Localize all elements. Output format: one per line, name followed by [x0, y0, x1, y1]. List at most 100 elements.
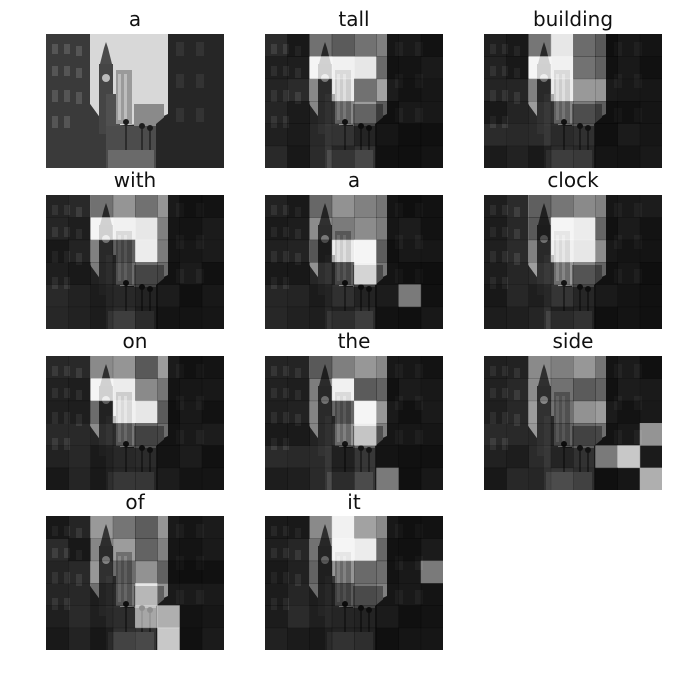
attention-cell [287, 583, 310, 606]
panel-title: on [122, 329, 148, 353]
attention-cell [573, 145, 596, 168]
attention-cell [354, 34, 377, 57]
attention-cell [309, 239, 333, 263]
attention-cell [331, 262, 355, 285]
attention-cell [112, 516, 136, 539]
attention-cell [354, 445, 377, 469]
attention-cell [331, 78, 355, 102]
attention-cell [265, 195, 288, 218]
attention-cell [484, 423, 507, 446]
attention-cell [639, 400, 662, 424]
attention-cell [354, 239, 377, 263]
attention-image [484, 34, 662, 168]
attention-cell [68, 467, 91, 490]
attention-cell [46, 195, 69, 218]
attention-cell [201, 627, 224, 650]
attention-cell [420, 145, 443, 168]
attention-cell [331, 56, 355, 80]
attention-image [265, 516, 443, 650]
attention-cell [617, 445, 641, 469]
attention-cell [420, 538, 443, 562]
attention-cell [528, 78, 552, 102]
attention-cell [550, 217, 574, 241]
attention-cell [179, 378, 203, 402]
attention-cell [331, 284, 355, 308]
attention-cell [309, 605, 333, 629]
attention-cell [550, 195, 574, 218]
attention-cell [68, 538, 91, 562]
attention-cell [157, 516, 180, 539]
attention-cell [68, 239, 91, 263]
attention-cell [550, 400, 574, 424]
attention-cell [135, 239, 158, 263]
attention-cell [354, 217, 377, 241]
attention-cell [398, 627, 422, 650]
attention-cell [179, 356, 203, 379]
attention-cell [484, 306, 507, 329]
attention-cell [135, 605, 158, 629]
attention-cell [376, 516, 399, 539]
attention-cell [179, 605, 203, 629]
attention-cell [46, 239, 69, 263]
attention-cell [573, 217, 596, 241]
attention-cell [506, 400, 529, 424]
attention-cell [639, 217, 662, 241]
attention-cell [528, 306, 552, 329]
attention-cell [135, 306, 158, 329]
attention-cell [639, 78, 662, 102]
attention-cell [573, 78, 596, 102]
attention-cell [528, 239, 552, 263]
attention-cell [157, 195, 180, 218]
attention-cell [506, 78, 529, 102]
attention-cell [528, 262, 552, 285]
attention-cell [68, 445, 91, 469]
attention-cell [265, 400, 288, 424]
attention-cell [550, 356, 574, 379]
attention-cell [265, 34, 288, 57]
attention-cell [595, 195, 618, 218]
attention-cell [287, 400, 310, 424]
attention-cell [420, 400, 443, 424]
attention-cell [595, 284, 618, 308]
attention-cell [179, 583, 203, 606]
attention-cell [528, 356, 552, 379]
attention-cell [484, 467, 507, 490]
attention-cell [201, 262, 224, 285]
attention-cell [550, 239, 574, 263]
attention-cell [376, 538, 399, 562]
attention-cell [46, 516, 69, 539]
attention-cell [528, 467, 552, 490]
attention-cell [354, 378, 377, 402]
attention-cell [265, 538, 288, 562]
attention-cell [617, 262, 641, 285]
attention-cell [112, 378, 136, 402]
attention-cell [135, 445, 158, 469]
attention-cell [112, 284, 136, 308]
attention-cell [484, 123, 507, 147]
attention-cell [484, 239, 507, 263]
attention-cell [573, 378, 596, 402]
attention-cell [484, 78, 507, 102]
attention-cell [331, 583, 355, 606]
attention-cell [376, 217, 399, 241]
attention-cell [398, 306, 422, 329]
attention-cell [112, 605, 136, 629]
attention-cell [179, 538, 203, 562]
attention-cell [135, 284, 158, 308]
attention-cell [573, 34, 596, 57]
attention-cell [265, 78, 288, 102]
attention-cell [506, 195, 529, 218]
attention-cell [179, 239, 203, 263]
attention-cell [135, 262, 158, 285]
attention-cell [201, 195, 224, 218]
attention-cell [639, 262, 662, 285]
attention-cell [354, 423, 377, 446]
attention-cell [595, 400, 618, 424]
attention-cell [331, 145, 355, 168]
attention-cell [135, 560, 158, 584]
attention-cell [376, 306, 399, 329]
attention-cell [112, 262, 136, 285]
panel-title: with [113, 168, 157, 192]
attention-image [46, 516, 224, 650]
attention-cell [376, 34, 399, 57]
